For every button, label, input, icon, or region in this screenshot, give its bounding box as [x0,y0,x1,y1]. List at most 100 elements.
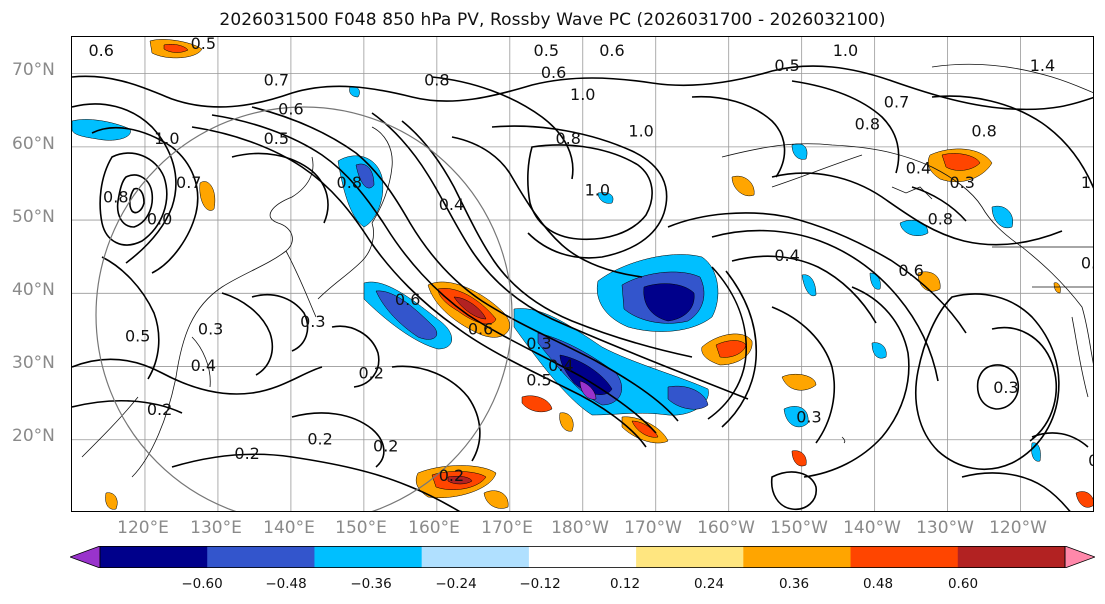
contour-label: 0.0 [147,210,172,229]
shade-negative-patch [579,380,597,400]
pv-contour [72,400,183,414]
coastline [841,436,846,444]
shade-negative-patch [375,290,438,340]
shade-negative-patch [791,143,808,160]
shade-negative-patch [643,283,695,322]
contour-label: 0.3 [993,378,1018,397]
lon-label: 150°E [335,518,387,538]
contour-label: 0.8 [855,114,880,133]
coastline [721,143,1093,364]
shade-positive-patch [1053,282,1061,294]
contour-label: 0.4 [774,246,799,265]
lon-label: 140°W [843,518,901,538]
reference-circle [95,106,513,511]
contour-label: 0.8 [337,173,362,192]
colorbar-bin [636,546,744,568]
shade-positive-patch [521,395,553,413]
coastline [317,222,374,300]
pv-contour [721,270,758,428]
colorbar-extend-low [70,546,101,568]
colorbar-tick-label: −0.48 [265,576,307,592]
lat-label: 50°N [12,207,55,227]
shade-positive-patch [105,492,118,510]
contour-label: 1.0 [585,180,610,199]
contour-label: 0.3 [198,319,223,338]
shade-positive-patch [1075,491,1093,508]
lat-label: 40°N [12,280,55,300]
lat-label: 70°N [12,60,55,80]
coastline [371,126,393,224]
pv-contour [401,120,693,358]
contour-label: 0.2 [439,466,464,485]
contour-label: 0.5 [264,129,289,148]
colorbar-bin [743,546,852,568]
contour-labels: 0.50.6 0.5 0.60.7 0.8 0.61.00.51.01.40.60.51… [88,37,1094,485]
shade-positive-patch [731,175,755,197]
contour-label: 0.8 [971,122,996,141]
lon-label: 170°E [481,518,533,538]
pv-contour [371,112,749,400]
coastline [771,154,863,188]
lon-label: 120°W [989,518,1047,538]
pv-contour [91,127,199,274]
contour-label: 0.7 [264,70,289,89]
shade-negative-patch [869,272,881,290]
contour-label: 0.3 [796,407,821,426]
pv-contour [211,114,657,434]
contour-label: 0.4 [548,356,573,375]
shade-positive-patch [941,153,981,171]
contour-label: 0.7 [884,92,909,111]
contour-label: 0.8 [103,188,128,207]
colorbar-tick-label: −0.24 [435,576,477,592]
shade-negative-patch [559,354,613,395]
colorbar-bin [957,546,1066,568]
contour-label: 0.8 [424,70,449,89]
colorbar [70,546,1095,568]
colorbar-tick-label: 0.24 [693,576,725,592]
map-panel[interactable]: 0.5 0.6 0.5 0.6 0.7 0.8 0.6 1.0 0.5 1.0 1.4 0.6 0.5 1… [71,36,1094,512]
pv-contour [803,286,910,478]
contour-label: 0.6 [898,261,923,280]
colorbar-frame [99,546,1066,568]
pv-contour [791,80,900,174]
contour-label: 1.0 [1081,173,1094,192]
contour-label: 0.6 [541,63,566,82]
colorbar-tick-label: −0.36 [350,576,392,592]
pv-contour [331,325,380,388]
contour-label: 0.6 [278,100,303,119]
contour-label: 0.2 [147,400,172,419]
pv-contour [711,229,939,382]
lat-label: 20°N [12,426,55,446]
contour-label: 0.2 [234,444,259,463]
contour-label: 0.4 [906,158,931,177]
pv-contour [731,255,877,324]
pv-contour [99,152,168,246]
coastline [191,336,211,388]
shade-positive-patch [917,271,941,292]
pv-contour [961,472,1071,511]
lat-label: 30°N [12,353,55,373]
pv-contour [527,144,653,241]
colorbar-extend-high [1064,546,1095,568]
pv-contour [771,172,1063,246]
contour-label: 0.8 [928,210,953,229]
shade-positive-patch [559,412,574,432]
contour-label: 0.2 [373,437,398,456]
pv-contour [707,266,747,420]
shade-positive-patch [453,296,487,320]
pv-contour [915,293,1060,470]
pv-contour [191,126,647,448]
contour-label: 0.6 [599,41,624,60]
shade-negative-patch [783,406,809,428]
coastlines [81,63,1093,478]
contour-label: 0.6 [395,290,420,309]
contour-label: 0.4 [191,356,216,375]
pv-contour [251,106,679,422]
pv-contour [771,306,836,444]
colorbar-tick-label: 0.36 [778,576,810,592]
lon-label: 130°W [916,518,974,538]
pv-contour [911,186,967,222]
contour-label: 0.6 [88,41,113,60]
colorbar-tick-label: −0.12 [519,576,561,592]
pv-contour [72,65,1093,111]
